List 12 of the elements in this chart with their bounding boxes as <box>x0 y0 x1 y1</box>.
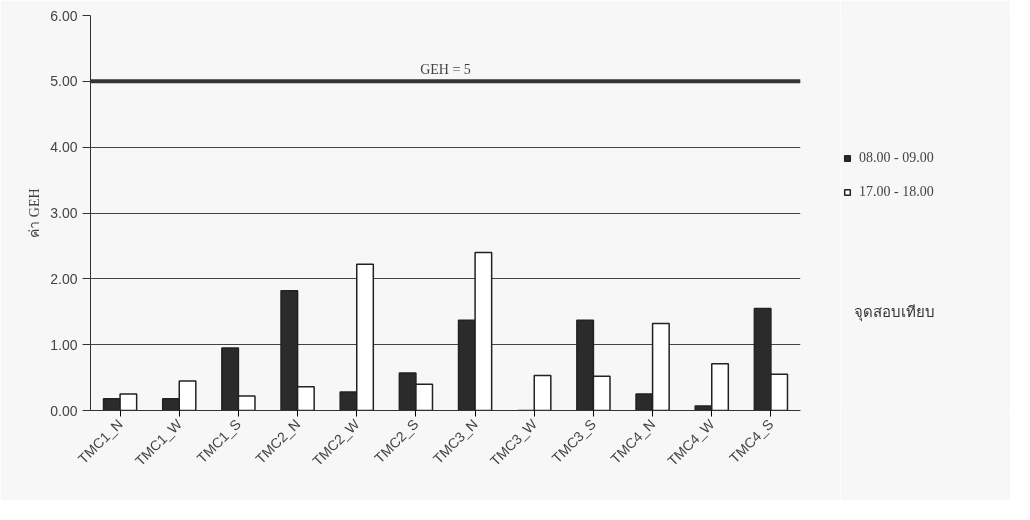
y-tick-label: 2.00 <box>50 270 78 287</box>
x-axis-title: จุดสอบเทียบ <box>854 303 936 322</box>
y-tick-label: 1.00 <box>50 336 78 353</box>
y-tick-label: 5.00 <box>50 73 78 90</box>
legend-label: 17.00 - 18.00 <box>859 184 934 200</box>
y-axis-title: ค่า GEH <box>27 188 43 238</box>
y-tick-label: 3.00 <box>50 205 78 221</box>
y-tick-label: 4.00 <box>50 139 78 156</box>
legend-label: 08.00 - 09.00 <box>859 150 934 166</box>
y-tick-label: 6.00 <box>50 7 78 24</box>
ref-line-label: GEH = 5 <box>420 62 471 78</box>
y-tick-label: 0.00 <box>50 402 78 419</box>
